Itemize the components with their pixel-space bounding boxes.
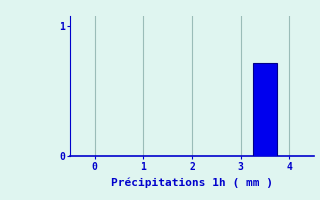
Bar xyxy=(253,63,277,156)
X-axis label: Précipitations 1h ( mm ): Précipitations 1h ( mm ) xyxy=(111,177,273,188)
